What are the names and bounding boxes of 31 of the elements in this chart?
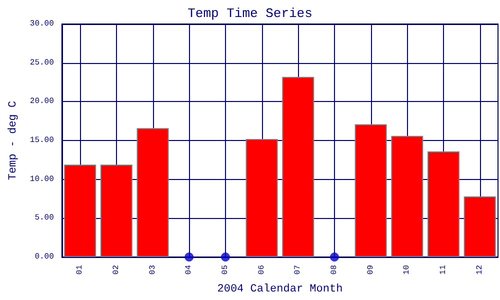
- y-tick-label: 20.00: [30, 97, 54, 106]
- bar: [428, 151, 460, 257]
- x-tick-label: 05: [220, 264, 230, 275]
- y-axis-title: Temp - deg C: [8, 100, 20, 180]
- x-tick-label: 04: [184, 264, 194, 275]
- y-tick-label: 10.00: [30, 174, 54, 184]
- bar: [100, 164, 132, 257]
- y-tick-label: 15.00: [30, 136, 54, 145]
- bar: [354, 124, 387, 257]
- chart-title: Temp Time Series: [188, 6, 312, 21]
- bar: [246, 138, 278, 257]
- x-tick-label: 06: [257, 264, 266, 275]
- x-tick-label: 10: [402, 264, 412, 275]
- y-tick-label: 25.00: [30, 58, 54, 68]
- bar: [64, 164, 96, 257]
- x-tick-label: 11: [438, 264, 448, 275]
- y-tick-label: 5.00: [34, 214, 54, 223]
- y-tick-label: 30.00: [30, 20, 54, 28]
- bar: [391, 136, 424, 257]
- x-tick-label: 03: [148, 264, 158, 275]
- x-tick-label: 02: [112, 264, 121, 275]
- x-tick-label: 12: [475, 264, 484, 275]
- x-axis-title: 2004 Calendar Month: [217, 284, 343, 296]
- x-tick-label: 01: [76, 264, 85, 275]
- bar: [282, 76, 314, 257]
- x-tick-label: 07: [294, 264, 303, 275]
- y-tick-label: 0.00: [34, 252, 54, 262]
- bar: [136, 128, 169, 257]
- bar: [464, 196, 496, 257]
- x-tick-label: 08: [330, 264, 339, 275]
- x-tick-label: 09: [366, 264, 376, 275]
